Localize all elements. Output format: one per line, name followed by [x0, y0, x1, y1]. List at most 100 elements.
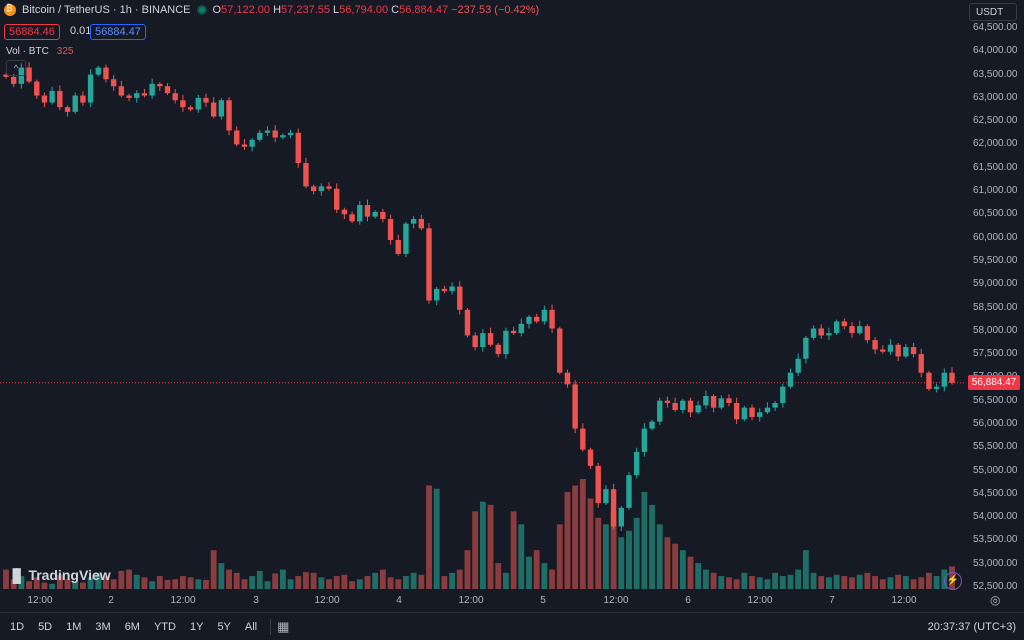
price-tick-label: 63,500.00 [973, 68, 1018, 80]
volume-bar [502, 572, 509, 589]
candle-body [441, 288, 448, 292]
range-1y-button[interactable]: 1Y [189, 620, 204, 633]
volume-bar [326, 579, 332, 589]
range-5d-button[interactable]: 5D [38, 620, 53, 633]
candle-body [949, 372, 955, 383]
candle-body [772, 402, 778, 408]
volume-bar [141, 577, 148, 589]
candle-body [357, 205, 363, 222]
candle-body [249, 139, 255, 147]
candle-body [795, 358, 801, 373]
symbol-legend: Bitcoin / TetherUS · 1h · BINANCE O57,12… [4, 3, 539, 16]
volume-bar [318, 577, 325, 589]
range-5y-button[interactable]: 5Y [217, 620, 231, 633]
candle-body [541, 309, 548, 322]
volume-bar [195, 579, 202, 589]
volume-bar [110, 579, 117, 589]
time-axis[interactable]: 12:00 2 12:00 3 12:00 4 12:00 5 12:00 6 12:00 7 12:0… [0, 590, 966, 612]
candle-body [41, 95, 48, 103]
collapse-legend-button[interactable]: ^ [6, 60, 26, 76]
price-tick-label: 55,500.00 [973, 441, 1018, 453]
candle-body [664, 400, 671, 403]
candle-body [872, 340, 878, 350]
volume-bar [718, 576, 725, 589]
price-tick-label: 56,000.00 [973, 417, 1018, 429]
buy-price-button[interactable]: 56884.47 [90, 24, 146, 40]
price-tick-label: 59,000.00 [973, 278, 1018, 290]
volume-bar [95, 572, 102, 589]
volume-legend: Vol · BTC 325 [6, 46, 73, 57]
volume-bar [664, 537, 671, 589]
volume-bar [487, 504, 494, 589]
candle-body [434, 288, 440, 301]
volume-bar [564, 491, 571, 589]
volume-bar [441, 576, 448, 589]
volume-bar [756, 577, 763, 589]
tradingview-logo[interactable]: ▐▌ TradingView [8, 567, 111, 583]
candle-body [495, 344, 501, 355]
volume-bar [633, 517, 640, 589]
bolt-icon[interactable]: ⚡ [944, 572, 962, 590]
candle-body [880, 349, 886, 352]
volume-bar [702, 569, 709, 589]
time-tick-label: 12:00 [603, 595, 629, 606]
volume-bar [303, 572, 309, 589]
calendar-goto-icon[interactable]: ▦ [277, 618, 290, 634]
candle-body [726, 398, 732, 403]
candle-body [633, 451, 640, 476]
range-all-button[interactable]: All [244, 620, 258, 633]
volume-bar [256, 570, 263, 589]
sell-price-button[interactable]: 56884.46 [4, 24, 60, 40]
volume-bar [810, 572, 817, 589]
volume-bar [787, 574, 794, 589]
volume-bar [149, 581, 156, 589]
volume-bar [287, 579, 294, 589]
price-axis[interactable]: 64,500.00 64,000.00 63,500.00 63,000.00 62,5… [966, 0, 1024, 592]
volume-bar [272, 573, 279, 589]
volume-bar [379, 569, 386, 589]
candle-body [572, 384, 578, 429]
candle-body [410, 218, 417, 224]
price-tick-label: 62,000.00 [973, 138, 1018, 150]
candle-body [857, 326, 863, 334]
volume-bar [341, 574, 348, 589]
volume-bar [779, 576, 786, 589]
candle-body [841, 321, 848, 327]
volume-bar [10, 579, 17, 589]
settings-icon[interactable]: ◎ [990, 593, 1001, 607]
volume-bar [218, 563, 225, 589]
volume-bar [764, 579, 771, 589]
volume-bar [349, 581, 356, 589]
volume-bar [541, 563, 548, 589]
candle-body [34, 81, 40, 96]
candle-body [418, 218, 425, 229]
symbol-title[interactable]: Bitcoin / TetherUS · 1h · BINANCE [22, 4, 191, 16]
volume-bar [179, 576, 186, 589]
candle-body [3, 74, 9, 77]
volume-bar [556, 524, 563, 589]
range-3m-button[interactable]: 3M [95, 620, 111, 633]
volume-bar [733, 579, 740, 589]
volume-bar [641, 491, 648, 589]
volume-bar [726, 577, 732, 589]
candle-body [780, 386, 786, 403]
volume-bar [372, 572, 379, 589]
volume-bar [210, 550, 217, 589]
range-1d-button[interactable]: 1D [10, 620, 25, 633]
range-6m-button[interactable]: 6M [124, 620, 140, 633]
candle-body [134, 93, 140, 98]
range-1m-button[interactable]: 1M [66, 620, 82, 633]
price-tick-label: 60,000.00 [973, 231, 1018, 243]
price-tick-label: 54,500.00 [973, 487, 1018, 499]
range-ytd-button[interactable]: YTD [153, 620, 176, 633]
candlestick-chart[interactable] [0, 0, 966, 590]
candle-body [580, 428, 586, 450]
price-tick-label: 59,500.00 [973, 254, 1018, 266]
volume-bar [826, 577, 832, 589]
volume-bar [18, 576, 25, 589]
clock-timezone[interactable]: 20:37:37 (UTC+3) [927, 620, 1016, 633]
market-status-icon[interactable] [196, 5, 207, 15]
chart-pane[interactable] [0, 0, 966, 590]
currency-selector[interactable]: USDT [969, 3, 1017, 21]
candle-body [349, 214, 355, 222]
